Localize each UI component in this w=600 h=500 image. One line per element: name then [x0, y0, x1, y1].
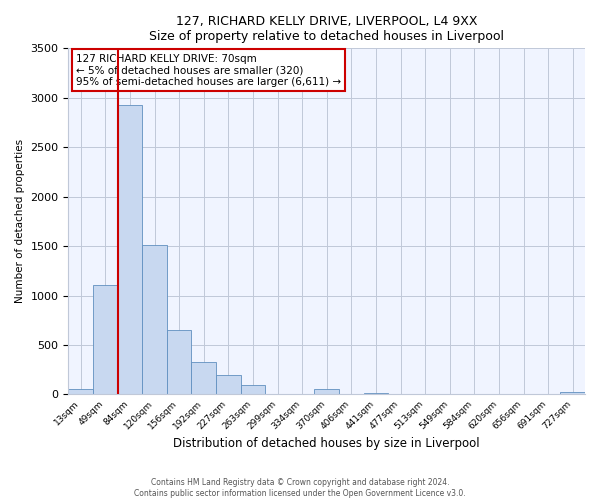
- Bar: [314, 389, 339, 394]
- Bar: [93, 284, 118, 395]
- Text: Contains HM Land Registry data © Crown copyright and database right 2024.
Contai: Contains HM Land Registry data © Crown c…: [134, 478, 466, 498]
- X-axis label: Distribution of detached houses by size in Liverpool: Distribution of detached houses by size …: [173, 437, 480, 450]
- Text: 127 RICHARD KELLY DRIVE: 70sqm
← 5% of detached houses are smaller (320)
95% of : 127 RICHARD KELLY DRIVE: 70sqm ← 5% of d…: [76, 54, 341, 86]
- Bar: [118, 104, 142, 395]
- Bar: [216, 374, 241, 394]
- Y-axis label: Number of detached properties: Number of detached properties: [15, 140, 25, 304]
- Bar: [68, 389, 93, 394]
- Bar: [241, 384, 265, 394]
- Bar: [142, 245, 167, 394]
- Bar: [560, 392, 585, 394]
- Bar: [167, 330, 191, 394]
- Bar: [364, 392, 388, 394]
- Title: 127, RICHARD KELLY DRIVE, LIVERPOOL, L4 9XX
Size of property relative to detache: 127, RICHARD KELLY DRIVE, LIVERPOOL, L4 …: [149, 15, 504, 43]
- Bar: [191, 362, 216, 394]
